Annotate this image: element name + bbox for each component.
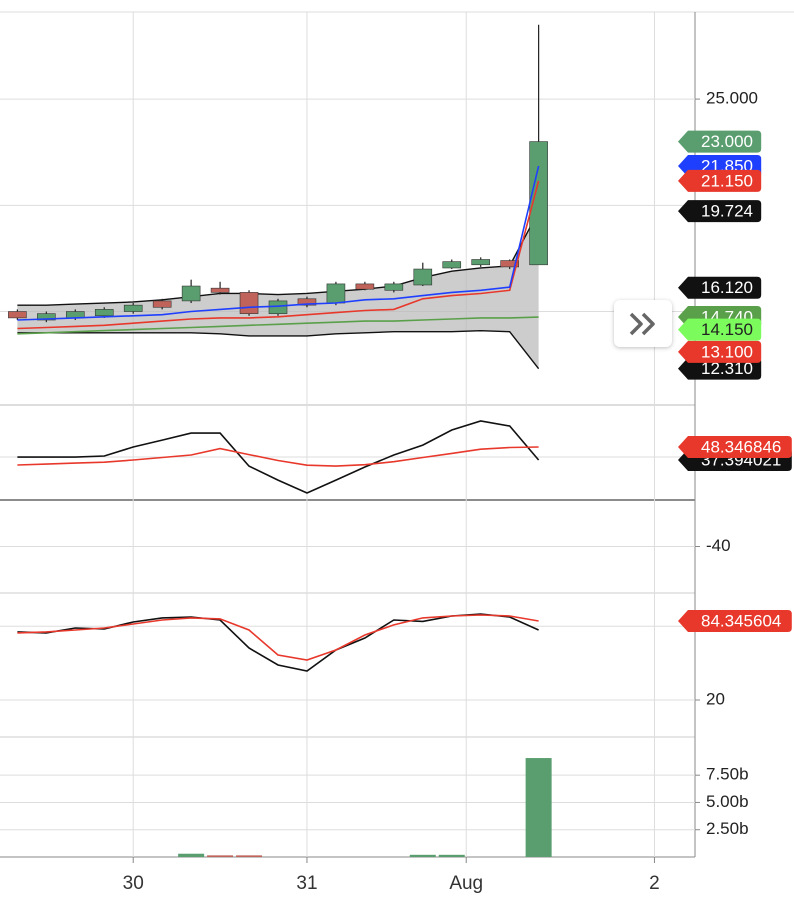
candle-body bbox=[37, 313, 56, 321]
band-line bbox=[17, 210, 540, 306]
price-label-badge bbox=[678, 276, 762, 299]
candle-body bbox=[268, 300, 288, 314]
series-line bbox=[17, 316, 539, 335]
x-tick-label: 30 bbox=[123, 873, 144, 894]
x-tick-label: Aug bbox=[449, 873, 483, 894]
volume-bar bbox=[207, 855, 234, 857]
price-label-text: 19.724 bbox=[701, 202, 753, 221]
candle-body bbox=[8, 311, 27, 319]
candle-body bbox=[500, 260, 519, 268]
grid: 25.000 -40 20 2.50b 5.00b 7.50b 30 31 Aug 2 bbox=[0, 12, 758, 894]
double-chevron-icon bbox=[629, 312, 655, 335]
price-label-badge bbox=[678, 318, 762, 341]
y-tick-label: 25.000 bbox=[706, 89, 758, 108]
candle-body bbox=[181, 285, 201, 302]
candle-body bbox=[471, 259, 491, 266]
price-label-text: 48.346846 bbox=[701, 438, 781, 457]
price-label-text: 12.310 bbox=[701, 359, 753, 378]
series-line bbox=[17, 420, 540, 494]
y-tick-label: -40 bbox=[706, 536, 731, 555]
marks bbox=[8, 24, 552, 857]
series-line bbox=[17, 613, 539, 672]
candle-body bbox=[384, 283, 404, 291]
y-tick-label: 5.00b bbox=[706, 792, 749, 811]
price-label-text: 16.120 bbox=[701, 278, 753, 297]
price-label-text: 13.100 bbox=[701, 342, 753, 361]
price-labels: 21.85023.00019.72421.15012.31014.74014.1… bbox=[678, 130, 792, 632]
price-label-badge bbox=[678, 130, 762, 153]
y-tick-label: 20 bbox=[706, 690, 725, 709]
volume-bar bbox=[236, 855, 263, 857]
band-area bbox=[17, 211, 539, 369]
candle-body bbox=[326, 283, 346, 304]
price-label-badge bbox=[678, 169, 762, 192]
series-line bbox=[17, 446, 539, 467]
volume-bar bbox=[438, 854, 465, 857]
price-label-badge bbox=[678, 357, 762, 380]
series-line bbox=[17, 180, 540, 330]
y-tick-label: 7.50b bbox=[706, 765, 749, 784]
y-tick-label: 2.50b bbox=[706, 819, 749, 838]
candle-body bbox=[297, 298, 317, 306]
volume-bar bbox=[178, 853, 205, 857]
candle-body bbox=[442, 261, 462, 269]
price-label-text: 23.000 bbox=[701, 132, 753, 151]
price-label-text: 84.345604 bbox=[701, 611, 781, 630]
price-label-badge bbox=[678, 436, 792, 459]
price-label-badge bbox=[678, 609, 792, 632]
volume-bar bbox=[525, 758, 552, 857]
x-tick-label: 31 bbox=[296, 873, 317, 894]
series-line bbox=[17, 614, 539, 661]
candle-body bbox=[355, 283, 375, 290]
price-label-badge bbox=[678, 340, 762, 363]
series-line bbox=[17, 165, 540, 321]
price-label-badge bbox=[678, 200, 762, 223]
candle-body bbox=[152, 300, 172, 308]
candle-body bbox=[239, 292, 259, 314]
price-label-text: 21.150 bbox=[701, 171, 753, 190]
x-tick-label: 2 bbox=[649, 873, 660, 894]
candle-body bbox=[413, 268, 433, 286]
scroll-to-latest-button[interactable] bbox=[614, 300, 672, 347]
candle-body bbox=[94, 309, 114, 317]
candle-body bbox=[210, 287, 230, 293]
volume-bar bbox=[409, 854, 436, 857]
price-label-text: 14.150 bbox=[701, 320, 753, 339]
candle-body bbox=[123, 304, 143, 312]
band-line bbox=[17, 329, 540, 370]
